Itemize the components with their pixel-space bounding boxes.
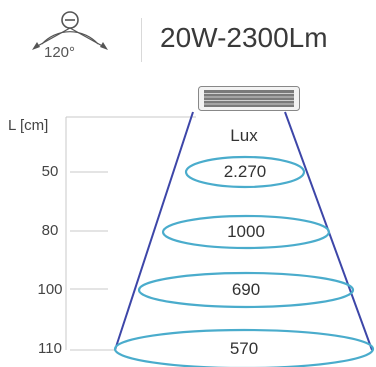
distance-label-80: 80: [41, 222, 59, 239]
beam-angle-icon: [32, 11, 108, 50]
lux-value-50: 2.270: [223, 162, 267, 181]
lux-value-80: 1000: [227, 222, 265, 241]
lux-value-110: 570: [229, 339, 259, 358]
ring-50: [184, 155, 306, 189]
ring-110: [113, 328, 375, 367]
distance-label-100: 100: [37, 281, 63, 298]
header-divider: [141, 18, 142, 62]
distance-label-50: 50: [41, 163, 59, 180]
lamp-icon: [198, 86, 300, 111]
beam-angle-label: 120°: [44, 44, 76, 61]
ring-80: [161, 214, 331, 250]
lux-unit-label: Lux: [230, 126, 258, 145]
power-lumen-spec: 20W-2300Lm: [160, 22, 328, 53]
distance-label-110: 110: [38, 340, 62, 357]
cone-left-edge: [114, 111, 194, 351]
ring-100: [137, 271, 355, 309]
lux-value-100: 690: [231, 280, 261, 299]
distance-unit-label: L [cm]: [8, 117, 49, 134]
